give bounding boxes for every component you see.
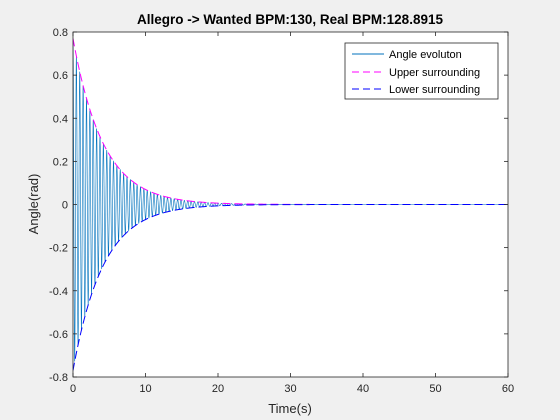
x-axis-ticks: 0 10 20 30 40 50 60 (70, 32, 514, 395)
x-tick-label: 20 (212, 383, 224, 395)
series-upper-surrounding (73, 38, 508, 205)
y-tick-label: -0.4 (49, 286, 68, 298)
y-tick-label: -0.6 (49, 329, 68, 341)
x-tick-label: 40 (357, 383, 369, 395)
y-tick-label: -0.2 (49, 243, 68, 255)
y-tick-label: -0.8 (49, 372, 68, 384)
legend-label-lower-surrounding: Lower surrounding (389, 84, 480, 96)
y-tick-label: 0.6 (53, 70, 68, 82)
x-axis-label: Time(s) (268, 401, 312, 416)
y-tick-label: 0.2 (53, 156, 68, 168)
y-axis-label: Angle(rad) (26, 174, 41, 235)
x-tick-label: 60 (502, 383, 514, 395)
legend: Angle evoluton Upper surrounding Lower s… (344, 42, 499, 100)
data-layer (73, 38, 508, 371)
chart-title: Allegro -> Wanted BPM:130, Real BPM:128.… (137, 12, 443, 27)
x-tick-label: 30 (284, 383, 296, 395)
x-tick-label: 50 (429, 383, 441, 395)
y-tick-label: 0 (62, 200, 68, 212)
y-tick-label: 0.4 (53, 113, 68, 125)
series-lower-surrounding (73, 204, 508, 371)
y-tick-label: 0.8 (53, 27, 68, 39)
legend-label-upper-surrounding: Upper surrounding (389, 67, 480, 79)
y-axis-ticks: -0.8 -0.6 -0.4 -0.2 0 0.2 0.4 0.6 0.8 (49, 27, 508, 384)
legend-label-angle-evoluton: Angle evoluton (389, 49, 462, 61)
x-tick-label: 0 (70, 383, 76, 395)
legend-box (344, 42, 499, 100)
x-tick-label: 10 (139, 383, 151, 395)
